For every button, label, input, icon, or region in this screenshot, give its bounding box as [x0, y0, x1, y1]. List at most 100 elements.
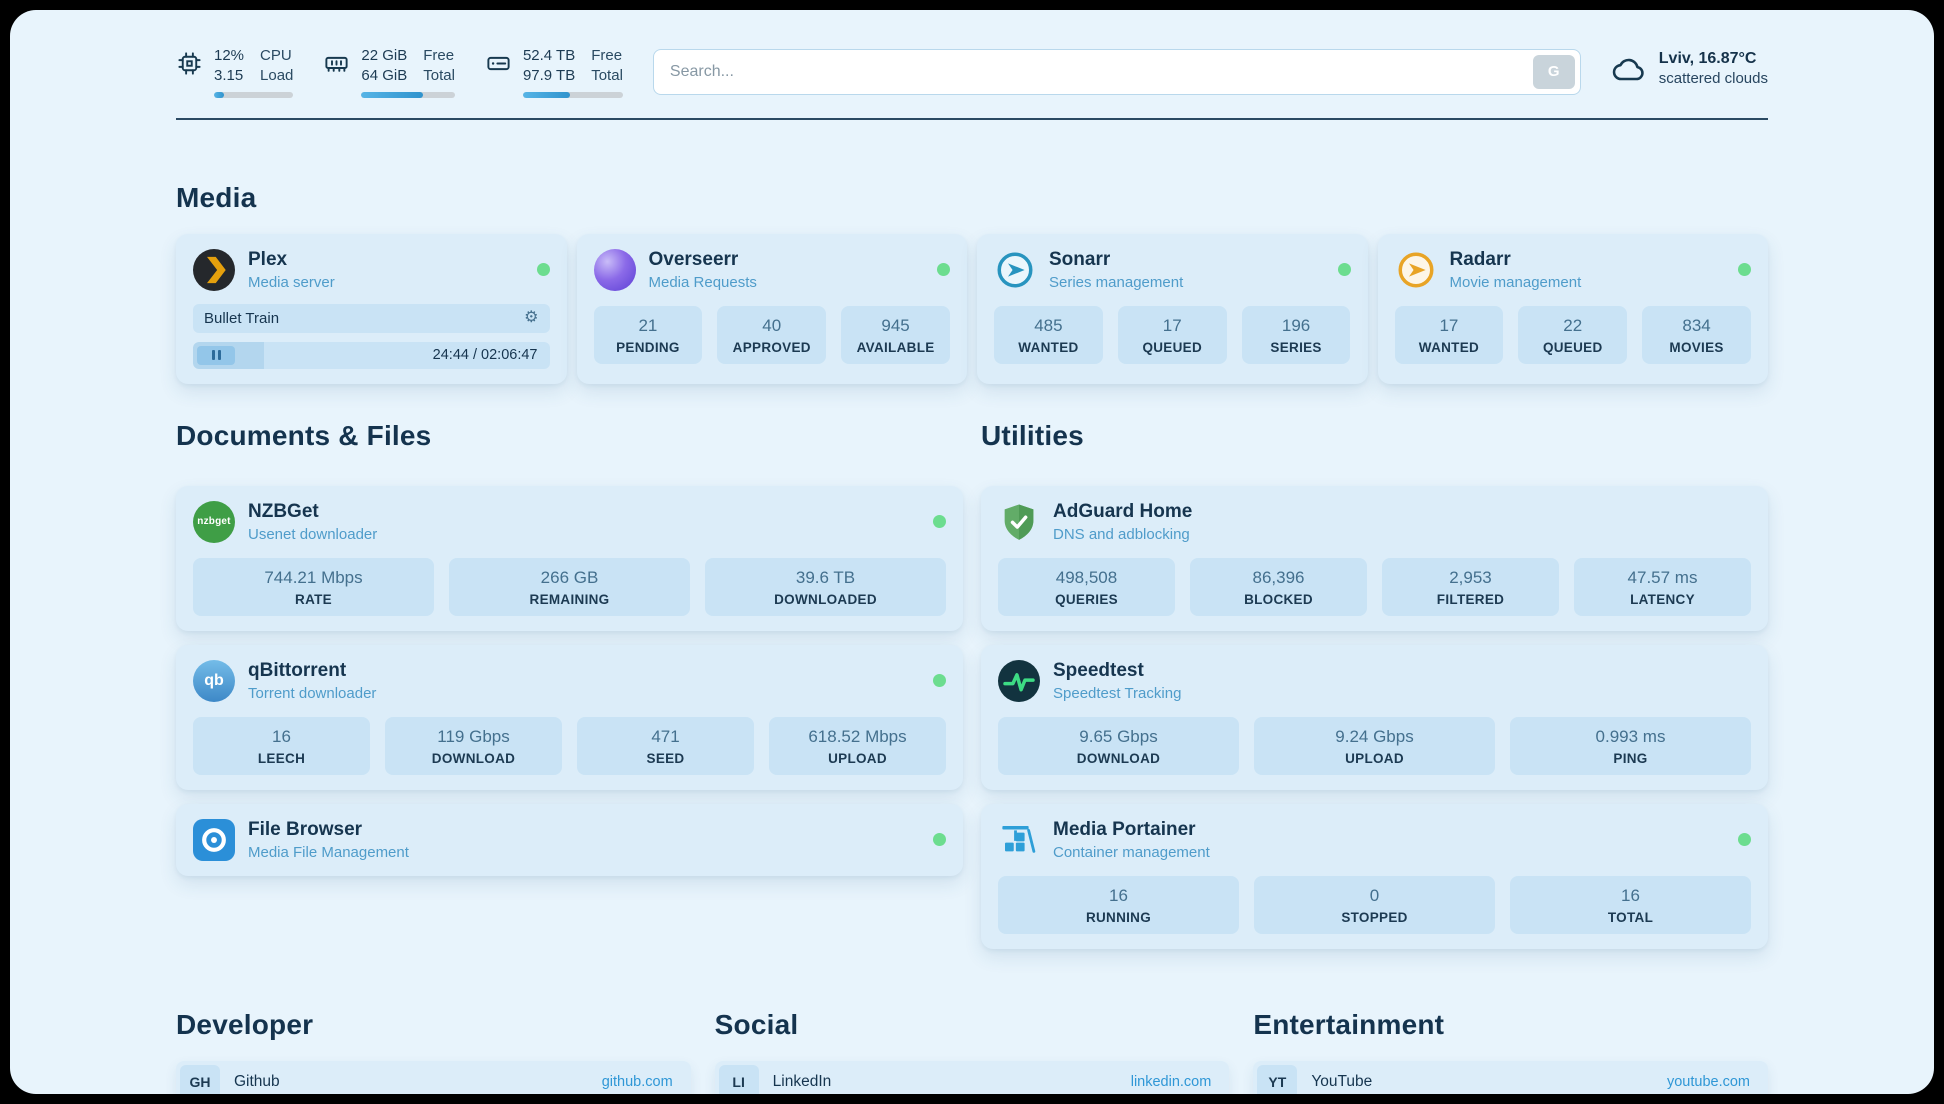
section-title-social: Social — [714, 1008, 799, 1040]
app-card-portainer[interactable]: Media Portainer Container management 16 … — [981, 803, 1768, 949]
app-name: NZBGet — [248, 500, 319, 522]
disk-total-value: 97.9 TB — [522, 66, 576, 84]
section-title-utilities: Utilities — [981, 419, 1084, 451]
app-card-speedtest[interactable]: Speedtest Speedtest Tracking 9.65 Gbps D… — [981, 644, 1768, 790]
bookmark-url[interactable]: youtube.com — [1666, 1073, 1750, 1090]
bookmark-youtube[interactable]: YT YouTube youtube.com — [1253, 1060, 1768, 1094]
app-description: Series management — [1049, 273, 1184, 291]
weather-widget: Lviv, 16.87°C scattered clouds — [1611, 50, 1768, 93]
stat-latency: 47.57 ms LATENCY — [1574, 557, 1751, 616]
status-dot — [933, 833, 946, 847]
stat-download: 119 Gbps DOWNLOAD — [385, 716, 562, 775]
filebrowser-icon — [193, 818, 235, 861]
status-dot — [1738, 263, 1751, 277]
stat-pending: 21 PENDING — [593, 305, 703, 364]
ram-icon — [323, 46, 350, 82]
app-card-sonarr[interactable]: Sonarr Series management 485 WANTED 17 Q… — [977, 233, 1368, 384]
adguard-icon — [998, 501, 1040, 543]
app-name: Overseerr — [648, 248, 739, 270]
app-name: qBittorrent — [248, 659, 347, 681]
header-divider — [176, 117, 1768, 120]
radarr-icon — [1395, 249, 1437, 291]
status-dot — [1337, 263, 1351, 277]
app-card-nzbget[interactable]: nzbget NZBGet Usenet downloader 744.21 M… — [176, 485, 963, 631]
plex-icon — [193, 248, 235, 291]
app-description: Media File Management — [248, 843, 409, 861]
disk-free-value: 52.4 TB — [522, 47, 576, 64]
status-dot — [933, 515, 946, 529]
stat-wanted: 17 WANTED — [1394, 305, 1504, 364]
app-description: Container management — [1053, 843, 1210, 861]
middle-grid: Documents & Files nzbget NZBGet Usenet d… — [176, 420, 1768, 949]
youtube-icon: YT — [1257, 1064, 1298, 1094]
portainer-icon — [998, 819, 1040, 861]
now-playing-bar: Bullet Train ⚙ — [193, 303, 550, 333]
stat-download: 9.65 Gbps DOWNLOAD — [998, 716, 1239, 775]
section-title-documents: Documents & Files — [176, 419, 432, 451]
app-card-plex[interactable]: Plex Media server Bullet Train ⚙ 24:44 /… — [176, 233, 567, 384]
app-name: AdGuard Home — [1053, 500, 1193, 522]
stat-available: 945 AVAILABLE — [841, 305, 950, 364]
app-description: Torrent downloader — [248, 684, 377, 702]
stat-blocked: 86,396 BLOCKED — [1190, 557, 1367, 616]
cpu-widget: 12% 3.15 CPU Load — [176, 46, 294, 98]
app-name: Sonarr — [1049, 248, 1111, 270]
stat-approved: 40 APPROVED — [717, 305, 827, 364]
ram-progress-bar — [361, 91, 455, 98]
app-name: Plex — [248, 248, 288, 270]
section-title-media: Media — [176, 181, 257, 213]
ram-total-value: 64 GiB — [361, 66, 408, 84]
disk-free-label: Free — [591, 47, 623, 64]
bookmarks-entertainment: Entertainment YT YouTube youtube.com NF … — [1253, 1009, 1768, 1094]
now-playing-title: Bullet Train — [204, 309, 280, 327]
bookmark-github[interactable]: GH Github github.com — [176, 1060, 691, 1094]
app-card-overseerr[interactable]: Overseerr Media Requests 21 PENDING 40 A… — [576, 233, 967, 384]
github-icon: GH — [180, 1064, 220, 1094]
stat-seed: 471 SEED — [577, 716, 754, 775]
cloud-icon — [1611, 50, 1647, 93]
bookmark-url[interactable]: linkedin.com — [1130, 1073, 1212, 1090]
playback-progress-bar[interactable]: 24:44 / 02:06:47 — [193, 341, 550, 369]
app-card-radarr[interactable]: Radarr Movie management 17 WANTED 22 QUE… — [1377, 233, 1768, 384]
cpu-load-label: Load — [260, 66, 294, 84]
section-title-developer: Developer — [176, 1008, 314, 1040]
stat-downloaded: 39.6 TB DOWNLOADED — [705, 557, 946, 616]
app-description: Speedtest Tracking — [1053, 684, 1182, 702]
stat-movies: 834 MOVIES — [1642, 305, 1751, 364]
disk-total-label: Total — [591, 66, 623, 84]
bookmarks-social: Social LI LinkedIn linkedin.com TW Twitt… — [714, 1008, 1230, 1094]
sonarr-icon — [994, 249, 1036, 291]
app-card-qbittorrent[interactable]: qb qBittorrent Torrent downloader 16 LEE… — [176, 644, 963, 790]
stat-upload: 618.52 Mbps UPLOAD — [769, 716, 946, 775]
app-name: Media Portainer — [1053, 818, 1196, 840]
app-name: File Browser — [248, 818, 363, 840]
gear-icon[interactable]: ⚙ — [524, 309, 539, 327]
qbittorrent-icon: qb — [193, 659, 235, 702]
app-name: Speedtest — [1053, 659, 1144, 681]
app-description: Media Requests — [648, 273, 757, 291]
status-dot — [937, 263, 950, 277]
app-description: Usenet downloader — [248, 525, 378, 543]
cpu-icon — [176, 46, 203, 82]
search-engine-button[interactable]: G — [1532, 54, 1575, 89]
app-card-adguard[interactable]: AdGuard Home DNS and adblocking 498,508 … — [981, 485, 1768, 631]
overseerr-icon — [593, 248, 636, 291]
disk-icon — [485, 46, 512, 82]
search-bar: G — [652, 48, 1581, 95]
stat-filtered: 2,953 FILTERED — [1382, 557, 1559, 616]
bookmark-linkedin[interactable]: LI LinkedIn linkedin.com — [714, 1060, 1230, 1094]
stat-running: 16 RUNNING — [998, 875, 1239, 934]
pause-button[interactable] — [197, 345, 235, 365]
ram-widget: 22 GiB 64 GiB Free Total — [323, 46, 455, 98]
media-grid: Plex Media server Bullet Train ⚙ 24:44 /… — [176, 233, 1768, 384]
stat-wanted: 485 WANTED — [994, 305, 1103, 364]
status-dot — [933, 674, 946, 688]
nzbget-icon: nzbget — [193, 500, 235, 543]
utilities-column: Utilities AdGuard Home — [981, 420, 1768, 949]
bookmark-url[interactable]: github.com — [601, 1073, 673, 1090]
search-input[interactable] — [653, 62, 1533, 81]
stat-queued: 17 QUEUED — [1117, 305, 1227, 364]
app-card-filebrowser[interactable]: File Browser Media File Management — [176, 803, 963, 876]
app-description: Media server — [248, 273, 335, 291]
bookmarks-grid: Developer GH Github github.com SO StackO… — [176, 1009, 1768, 1094]
